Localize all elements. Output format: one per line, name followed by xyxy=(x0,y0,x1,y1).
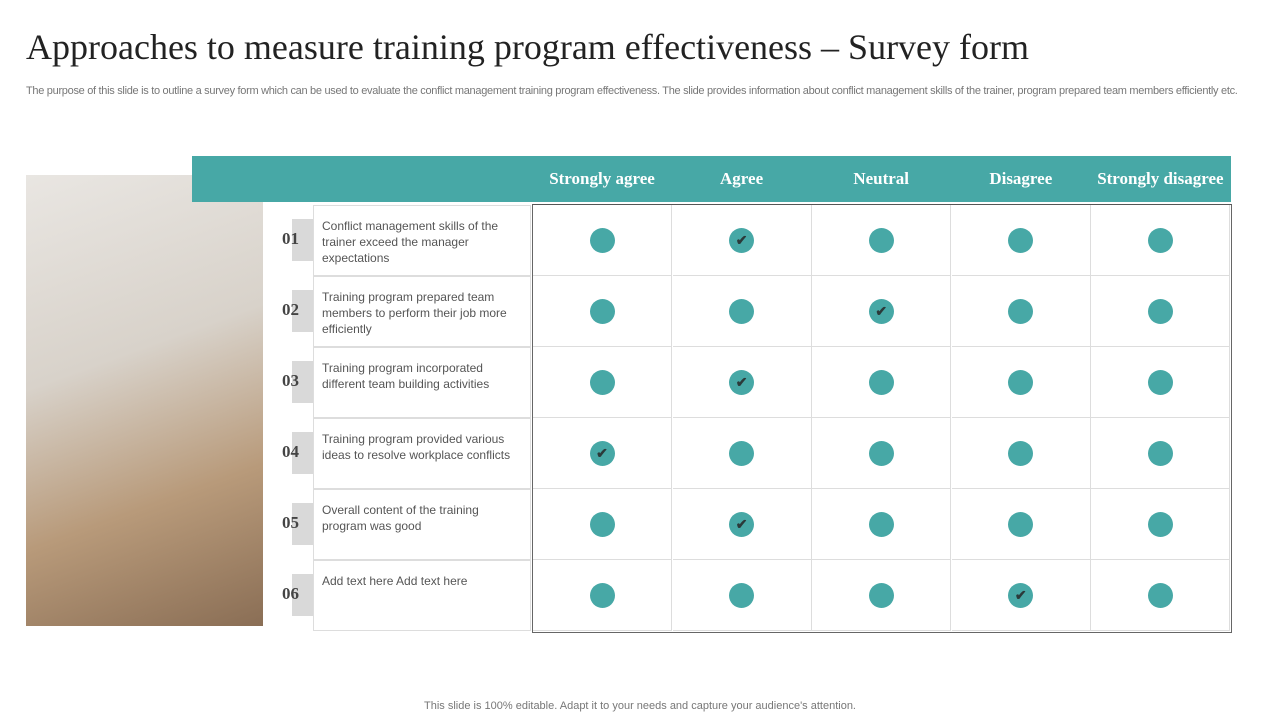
rating-cell[interactable] xyxy=(1091,347,1231,418)
radio-icon[interactable] xyxy=(729,582,755,608)
checked-radio-icon[interactable]: ✔ xyxy=(729,511,755,537)
survey-row: 06 Add text here Add text here ✔ xyxy=(0,560,1280,631)
description: The purpose of this slide is to outline … xyxy=(26,85,1238,97)
rating-cell[interactable] xyxy=(1091,489,1231,560)
radio-icon[interactable] xyxy=(868,440,894,466)
rating-cell[interactable] xyxy=(951,276,1091,347)
rating-cell[interactable] xyxy=(533,276,672,347)
row-number: 03 xyxy=(282,371,299,390)
radio-icon[interactable] xyxy=(1008,369,1034,395)
number-box xyxy=(292,574,313,616)
rating-cell[interactable]: ✔ xyxy=(951,560,1091,631)
radio-icon[interactable] xyxy=(868,227,894,253)
rating-cell[interactable] xyxy=(951,489,1091,560)
rating-cell[interactable] xyxy=(951,418,1091,489)
radio-icon[interactable] xyxy=(1147,511,1173,537)
rating-cell[interactable] xyxy=(1091,205,1231,276)
radio-icon[interactable] xyxy=(589,227,615,253)
radio-icon[interactable] xyxy=(1008,440,1034,466)
number-box xyxy=(292,503,313,545)
checked-radio-icon[interactable]: ✔ xyxy=(589,440,615,466)
footer-note: This slide is 100% editable. Adapt it to… xyxy=(424,700,856,712)
survey-row: 05 Overall content of the training progr… xyxy=(0,489,1280,560)
rating-cell[interactable]: ✔ xyxy=(672,489,812,560)
survey-row: 01 Conflict management skills of the tra… xyxy=(0,205,1280,276)
radio-icon[interactable] xyxy=(589,298,615,324)
rating-cell[interactable] xyxy=(812,489,952,560)
rating-cell[interactable] xyxy=(672,560,812,631)
column-header: Neutral xyxy=(853,169,910,188)
team-photo xyxy=(26,175,263,626)
rating-cell[interactable]: ✔ xyxy=(533,418,672,489)
column-header: Agree xyxy=(720,169,764,188)
column-header: Disagree xyxy=(989,169,1053,188)
radio-icon[interactable] xyxy=(1008,511,1034,537)
question-text: Training program prepared team members t… xyxy=(313,276,531,347)
checked-radio-icon[interactable]: ✔ xyxy=(729,227,755,253)
row-number: 01 xyxy=(282,229,299,248)
number-box xyxy=(292,290,313,332)
column-header: Strongly agree xyxy=(549,169,655,188)
radio-icon[interactable] xyxy=(1008,227,1034,253)
header-band: Strongly agree Agree Neutral Disagree Strong… xyxy=(192,156,1231,202)
radio-icon[interactable] xyxy=(1147,582,1173,608)
radio-icon[interactable] xyxy=(589,369,615,395)
survey-row: 03 Training program incorporated differe… xyxy=(0,347,1280,418)
checked-radio-icon[interactable]: ✔ xyxy=(868,298,894,324)
radio-icon[interactable] xyxy=(1147,227,1173,253)
radio-icon[interactable] xyxy=(1008,298,1034,324)
question-text: Training program provided various ideas … xyxy=(313,418,531,489)
rating-cell[interactable] xyxy=(812,418,952,489)
row-number: 02 xyxy=(282,300,299,319)
checked-radio-icon[interactable]: ✔ xyxy=(729,369,755,395)
rating-cell[interactable] xyxy=(672,418,812,489)
radio-icon[interactable] xyxy=(1147,369,1173,395)
rating-cell[interactable] xyxy=(533,489,672,560)
question-text: Training program incorporated different … xyxy=(313,347,531,418)
survey-row: 04 Training program provided various ide… xyxy=(0,418,1280,489)
radio-icon[interactable] xyxy=(868,369,894,395)
rating-cell[interactable] xyxy=(1091,276,1231,347)
survey-grid xyxy=(532,204,1232,633)
rating-cell[interactable] xyxy=(672,276,812,347)
number-box xyxy=(292,361,313,403)
number-box xyxy=(292,432,313,474)
question-text: Conflict management skills of the traine… xyxy=(313,205,531,276)
checked-radio-icon[interactable]: ✔ xyxy=(1008,582,1034,608)
radio-icon[interactable] xyxy=(589,582,615,608)
rating-cell[interactable] xyxy=(951,205,1091,276)
rating-cell[interactable]: ✔ xyxy=(812,276,952,347)
number-box xyxy=(292,219,313,261)
rating-cell[interactable] xyxy=(533,560,672,631)
rating-cell[interactable] xyxy=(1091,560,1231,631)
column-header: Strongly disagree xyxy=(1097,169,1224,188)
question-text: Add text here Add text here xyxy=(313,560,531,631)
rating-cell[interactable] xyxy=(533,205,672,276)
radio-icon[interactable] xyxy=(729,298,755,324)
question-text: Overall content of the training program … xyxy=(313,489,531,560)
rating-cell[interactable] xyxy=(812,205,952,276)
radio-icon[interactable] xyxy=(868,582,894,608)
rating-cell[interactable] xyxy=(812,347,952,418)
rating-cell[interactable]: ✔ xyxy=(672,205,812,276)
page-title: Approaches to measure training program e… xyxy=(26,27,1030,67)
radio-icon[interactable] xyxy=(729,440,755,466)
rating-cell[interactable] xyxy=(951,347,1091,418)
rating-cell[interactable] xyxy=(1091,418,1231,489)
row-number: 04 xyxy=(282,442,299,461)
rating-cell[interactable] xyxy=(533,347,672,418)
row-number: 05 xyxy=(282,513,299,532)
radio-icon[interactable] xyxy=(868,511,894,537)
radio-icon[interactable] xyxy=(1147,298,1173,324)
radio-icon[interactable] xyxy=(589,511,615,537)
rating-cell[interactable]: ✔ xyxy=(672,347,812,418)
survey-row: 02 Training program prepared team member… xyxy=(0,276,1280,347)
radio-icon[interactable] xyxy=(1147,440,1173,466)
rating-cell[interactable] xyxy=(812,560,952,631)
row-number: 06 xyxy=(282,584,299,603)
